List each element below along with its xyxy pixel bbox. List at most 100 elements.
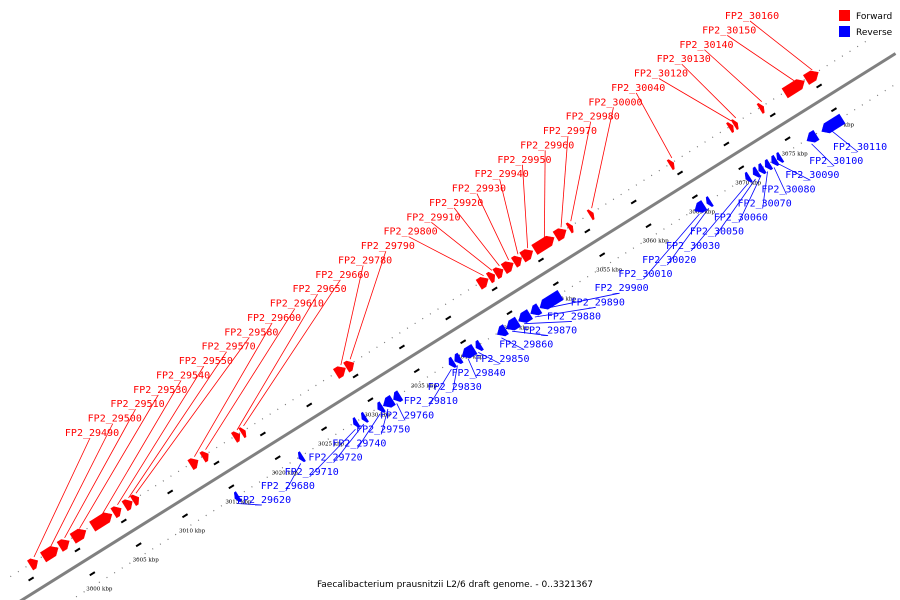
gene-fp2-29850[interactable] <box>473 339 484 352</box>
gene-label-fp2-30120: FP2_30120 <box>634 69 688 80</box>
gene-fp2-29960[interactable] <box>531 233 557 255</box>
label-connector <box>340 265 364 366</box>
gene-fp2-29500[interactable] <box>40 543 61 563</box>
reverse-strand-genes[interactable] <box>232 113 846 504</box>
gene-fp2-29880[interactable] <box>516 309 534 326</box>
forward-strand-genes[interactable] <box>27 68 821 571</box>
gene-fp2-29900[interactable] <box>537 290 564 312</box>
gene-label-fp2-29860: FP2_29860 <box>499 340 553 351</box>
gene-fp2-29650[interactable] <box>230 430 242 443</box>
label-connector <box>681 63 737 119</box>
gene-label-fp2-29580: FP2_29580 <box>224 327 278 338</box>
label-connector <box>499 179 519 255</box>
tick-mark-reverse <box>645 223 652 229</box>
gene-fp2-29860[interactable] <box>494 324 509 340</box>
gene-fp2-29600[interactable] <box>187 456 201 470</box>
gene-label-fp2-29650: FP2_29650 <box>292 284 346 295</box>
kbp-tick-label: 3000 kbp <box>86 586 113 592</box>
gene-fp2-29550[interactable] <box>110 504 124 519</box>
gene-fp2-29950[interactable] <box>519 246 536 263</box>
genome-backbone-axis <box>19 52 897 600</box>
gene-fp2-30060[interactable] <box>756 163 767 175</box>
gene-fp2-29940[interactable] <box>510 253 524 268</box>
gene-fp2-29780[interactable] <box>332 363 348 379</box>
gene-fp2-29620[interactable] <box>232 491 242 504</box>
gene-fp2-29760[interactable] <box>391 390 404 404</box>
gene-fp2-29870[interactable] <box>504 316 521 333</box>
gene-fp2-29680[interactable] <box>296 451 306 464</box>
gene-label-fp2-30130: FP2_30130 <box>657 54 711 65</box>
label-connector <box>476 193 510 261</box>
gene-fp2-29890[interactable] <box>528 303 543 319</box>
tick-mark-forward <box>120 518 127 524</box>
gene-fp2-30140[interactable] <box>756 102 767 114</box>
gene-fp2-29740[interactable] <box>375 401 386 414</box>
gene-fp2-30020[interactable] <box>704 196 714 208</box>
gene-fp2-29580[interactable] <box>129 493 141 506</box>
gene-fp2-29750[interactable] <box>380 395 396 410</box>
gene-fp2-30120[interactable] <box>726 121 736 134</box>
gene-label-fp2-29940: FP2_29940 <box>475 169 529 180</box>
label-connector <box>778 163 811 181</box>
tick-mark-forward <box>491 286 498 292</box>
label-connector <box>64 409 136 539</box>
gene-label-fp2-29980: FP2_29980 <box>566 112 620 123</box>
gene-fp2-29970[interactable] <box>552 225 569 242</box>
label-connector <box>396 403 406 421</box>
gene-fp2-29510[interactable] <box>56 536 72 552</box>
gene-fp2-29540[interactable] <box>89 510 114 532</box>
gene-fp2-30030[interactable] <box>743 171 753 184</box>
gene-label-fp2-29920: FP2_29920 <box>429 198 483 209</box>
label-connector <box>236 503 263 506</box>
tick-mark-forward <box>352 373 359 379</box>
gene-fp2-29830[interactable] <box>452 352 464 366</box>
gene-fp2-30150[interactable] <box>781 76 807 99</box>
tick-mark-reverse <box>228 484 235 490</box>
gene-fp2-29720[interactable] <box>359 411 369 424</box>
gene-fp2-30160[interactable] <box>802 68 821 85</box>
gene-fp2-30000[interactable] <box>586 208 596 221</box>
genome-caption: Faecalibacterium prausnitzii L2/6 draft … <box>317 580 593 590</box>
tick-mark-reverse <box>552 281 559 287</box>
gene-fp2-29810[interactable] <box>446 356 457 369</box>
legend-forward-label: Forward <box>856 12 892 22</box>
gene-fp2-29930[interactable] <box>500 258 516 274</box>
gene-fp2-29660[interactable] <box>238 426 249 439</box>
label-connector <box>643 213 700 280</box>
gene-fp2-29610[interactable] <box>199 449 211 463</box>
gene-fp2-30090[interactable] <box>774 152 785 164</box>
gene-fp2-29800[interactable] <box>475 274 491 290</box>
gene-fp2-30050[interactable] <box>750 166 762 179</box>
gene-fp2-30130[interactable] <box>730 118 740 131</box>
gene-fp2-29490[interactable] <box>27 556 40 571</box>
gene-fp2-29790[interactable] <box>343 358 357 373</box>
tick-mark-reverse <box>181 513 189 519</box>
tick-mark-forward <box>816 83 823 89</box>
gene-fp2-30080[interactable] <box>769 154 780 167</box>
gene-fp2-29920[interactable] <box>492 265 506 280</box>
label-connector <box>478 352 501 365</box>
gene-fp2-29840[interactable] <box>459 343 478 361</box>
gene-fp2-30100[interactable] <box>804 129 820 145</box>
label-connector <box>117 365 205 506</box>
gene-fp2-29710[interactable] <box>351 417 361 429</box>
gene-fp2-29570[interactable] <box>121 497 135 512</box>
gene-fp2-30010[interactable] <box>692 200 708 215</box>
gene-fp2-29530[interactable] <box>69 526 89 544</box>
gene-label-fp2-29490: FP2_29490 <box>65 428 119 439</box>
tick-mark-reverse <box>599 252 606 258</box>
label-connector <box>349 250 387 360</box>
gene-fp2-29910[interactable] <box>485 270 497 284</box>
label-connector <box>773 167 787 195</box>
tick-mark-reverse <box>738 165 745 171</box>
gene-fp2-30070[interactable] <box>762 158 774 171</box>
label-connector <box>380 408 389 435</box>
legend: Forward Reverse <box>839 10 893 38</box>
kbp-tick-label: 3010 kbp <box>179 528 206 534</box>
gene-label-fp2-29880: FP2_29880 <box>547 311 601 322</box>
gene-fp2-29980[interactable] <box>565 221 576 234</box>
gene-fp2-30040[interactable] <box>666 158 677 171</box>
label-connector <box>205 308 296 450</box>
gene-fp2-30110[interactable] <box>819 113 846 136</box>
label-connector <box>738 175 762 223</box>
